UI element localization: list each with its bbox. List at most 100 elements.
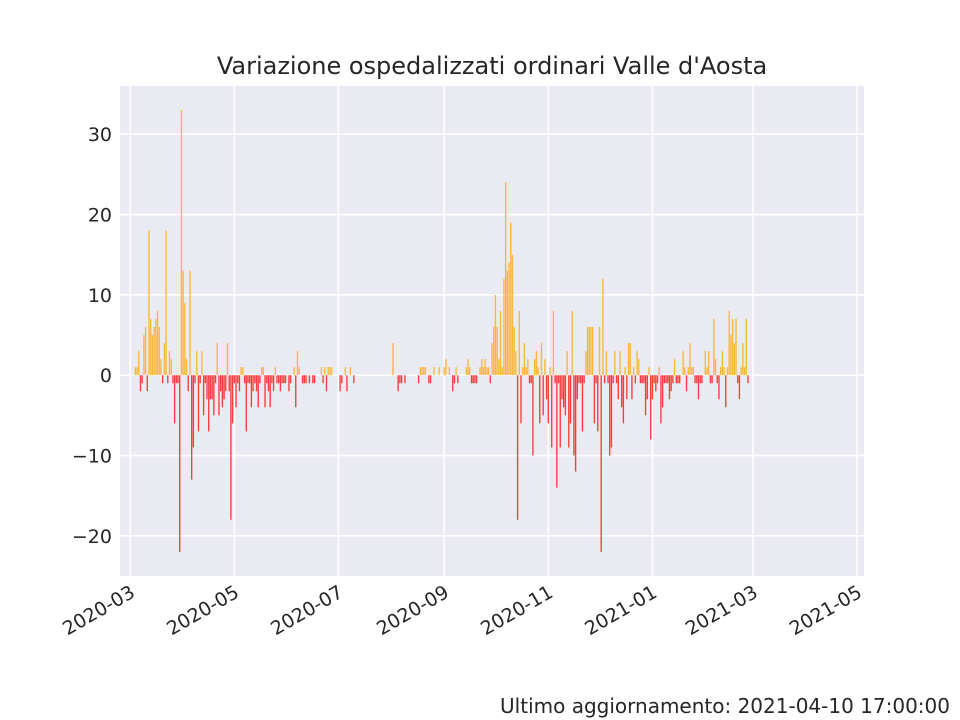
bar: [144, 326, 147, 376]
bar: [655, 375, 657, 392]
bar: [288, 375, 290, 392]
bar: [465, 367, 468, 376]
bar: [597, 375, 599, 432]
bar: [580, 375, 582, 384]
bar: [452, 375, 454, 392]
bar: [322, 375, 324, 384]
bar: [636, 351, 638, 376]
bar: [278, 375, 280, 384]
bar: [673, 359, 676, 376]
bar: [537, 367, 539, 376]
bar: [668, 375, 671, 400]
bar: [493, 326, 495, 376]
bar: [644, 375, 647, 416]
bar: [481, 359, 483, 376]
bar: [199, 375, 201, 384]
bar: [445, 359, 447, 376]
bar: [511, 254, 514, 376]
x-tick-label: 2020-05: [163, 581, 243, 640]
bars: [134, 110, 749, 552]
bar: [233, 375, 236, 384]
bar: [228, 375, 230, 392]
bar: [448, 367, 451, 376]
bar: [424, 367, 427, 376]
x-tick-label: 2021-01: [581, 581, 661, 640]
bar: [632, 367, 635, 376]
bar: [327, 367, 329, 376]
bar: [643, 375, 645, 384]
bar: [168, 351, 171, 376]
bar: [139, 375, 142, 392]
bar: [158, 326, 160, 376]
bar: [250, 375, 253, 408]
bar: [173, 375, 176, 424]
bar: [264, 375, 266, 408]
bar: [138, 351, 140, 376]
bar: [571, 310, 573, 376]
bar: [194, 375, 196, 384]
bar: [175, 375, 177, 384]
bar: [219, 375, 222, 392]
bar: [504, 182, 507, 376]
bar: [559, 375, 561, 448]
bar: [189, 270, 191, 376]
bar: [298, 367, 300, 376]
bar: [677, 375, 679, 384]
x-tick-label: 2020-03: [59, 581, 139, 640]
bar: [518, 310, 520, 376]
x-tick-label: 2021-05: [786, 581, 866, 640]
bar: [260, 367, 263, 376]
bar: [735, 318, 737, 376]
bar: [609, 375, 611, 456]
bar: [417, 375, 420, 384]
y-tick-label: 20: [88, 205, 112, 227]
bar: [670, 375, 672, 392]
y-tick-label: 30: [88, 124, 112, 146]
bar: [723, 367, 725, 376]
bar: [602, 278, 604, 376]
bar: [515, 351, 517, 376]
x-tick-label: 2020-11: [477, 581, 557, 640]
bar: [588, 326, 590, 376]
bar: [574, 375, 577, 472]
bar: [172, 375, 174, 384]
bar: [513, 326, 515, 376]
bar: [626, 375, 628, 400]
bar: [699, 375, 701, 384]
bar: [561, 375, 563, 400]
bar: [747, 375, 749, 384]
bar: [627, 343, 630, 376]
bar: [651, 375, 654, 400]
bar: [603, 375, 606, 384]
bar: [472, 375, 474, 384]
bar: [525, 367, 527, 376]
bar: [650, 375, 652, 440]
bar: [148, 230, 150, 376]
bar: [556, 375, 558, 488]
bar: [569, 375, 572, 424]
bar: [301, 375, 304, 384]
bar: [496, 326, 498, 376]
bar: [433, 367, 435, 376]
bar: [295, 375, 297, 408]
bar: [612, 375, 614, 384]
bar: [170, 359, 172, 376]
bar: [470, 375, 473, 384]
bar: [276, 375, 278, 384]
bar: [153, 326, 155, 376]
bar: [658, 367, 660, 376]
bar: [330, 367, 333, 376]
y-tick-label: 10: [88, 285, 112, 307]
bar: [591, 326, 594, 376]
bar: [177, 375, 179, 384]
bar: [467, 359, 469, 376]
bar: [629, 343, 631, 376]
chart-title: Variazione ospedalizzati ordinari Valle …: [217, 52, 767, 80]
bar: [638, 359, 640, 376]
bar: [586, 326, 589, 376]
bar: [726, 367, 729, 376]
bar: [648, 367, 650, 376]
bar: [208, 375, 210, 432]
bar: [438, 367, 440, 376]
bar: [223, 375, 225, 400]
